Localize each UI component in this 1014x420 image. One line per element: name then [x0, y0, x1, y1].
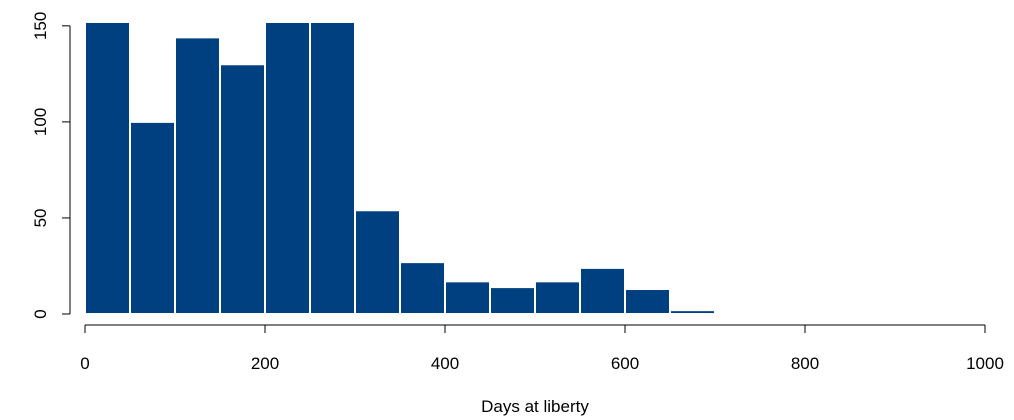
y-tick-label-2: 100: [31, 108, 50, 136]
x-tick-label-3: 600: [611, 354, 639, 373]
bars-group: [84, 21, 761, 316]
x-tick-label-2: 400: [431, 354, 459, 373]
x-axis-title: Days at liberty: [481, 397, 589, 416]
histogram-bar-8: [444, 280, 491, 315]
histogram-bar-1: [129, 120, 176, 316]
histogram-bar-12: [624, 288, 671, 315]
histogram-bar-9: [489, 286, 536, 315]
y-tick-label-0: 0: [31, 309, 50, 318]
histogram-bar-5: [309, 21, 356, 315]
y-axis: 0 50 100 150: [31, 12, 71, 319]
histogram-bar-0: [84, 21, 131, 315]
histogram-bar-6: [354, 209, 401, 315]
histogram-bar-7: [399, 261, 446, 316]
histogram-bar-11: [579, 266, 626, 316]
histogram-bar-2: [174, 36, 221, 316]
histogram-bar-14: [714, 311, 761, 316]
y-tick-label-3: 150: [31, 12, 50, 40]
x-tick-label-1: 200: [251, 354, 279, 373]
y-tick-label-1: 50: [31, 208, 50, 227]
x-tick-label-5: 1000: [966, 354, 1004, 373]
x-tick-label-0: 0: [80, 354, 89, 373]
x-tick-label-4: 800: [791, 354, 819, 373]
histogram-bar-4: [264, 21, 311, 315]
histogram-bar-3: [219, 63, 266, 316]
x-axis: 0 200 400 600 800 1000: [80, 324, 1004, 373]
histogram-bar-10: [534, 280, 581, 315]
histogram-bar-13: [669, 309, 716, 316]
